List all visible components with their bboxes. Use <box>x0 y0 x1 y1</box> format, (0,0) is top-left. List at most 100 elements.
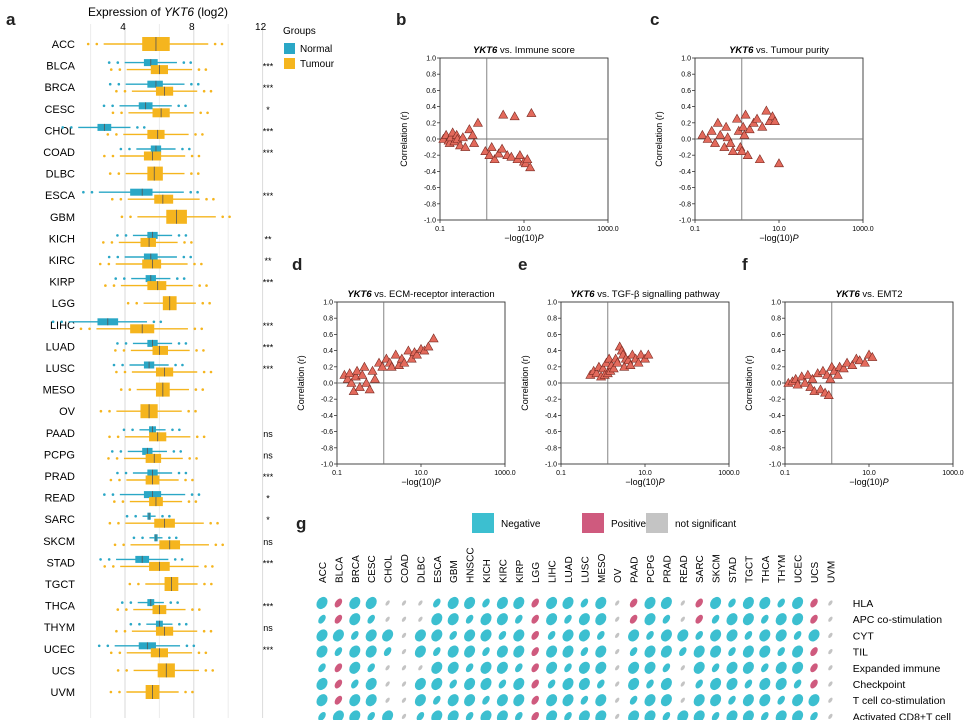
correlation-cell <box>792 710 804 720</box>
outlier <box>171 428 174 432</box>
cancer-type-label: UVM <box>51 687 75 699</box>
correlation-cell <box>496 613 508 626</box>
correlation-cell <box>431 677 443 691</box>
data-point <box>854 355 865 365</box>
x-tick-label: 8 <box>189 22 195 33</box>
outlier <box>70 126 73 129</box>
y-tick-label: -0.8 <box>679 201 691 208</box>
data-point <box>469 137 480 147</box>
correlation-cell <box>531 679 539 689</box>
legend-tumour-swatch <box>284 58 295 69</box>
outlier <box>128 388 132 391</box>
cancer-type-label: GBM <box>50 212 75 224</box>
outlier <box>107 457 110 460</box>
outlier <box>124 471 128 475</box>
x-axis-label: −log(10)P <box>401 477 440 487</box>
correlation-cell <box>615 713 620 720</box>
data-point <box>514 150 525 159</box>
outlier <box>107 558 111 561</box>
data-point <box>867 351 878 361</box>
outlier <box>185 644 189 648</box>
data-point <box>842 357 853 367</box>
data-point <box>509 111 520 121</box>
data-point <box>807 373 818 383</box>
y-tick-label: -1.0 <box>769 462 781 469</box>
y-tick-label: -0.2 <box>769 397 781 404</box>
outlier <box>95 42 99 46</box>
correlation-cell <box>531 663 539 673</box>
panel-a-legend: Groups Normal Tumour <box>283 26 335 70</box>
outlier <box>125 669 129 672</box>
chart-title: YKT6 vs. ECM-receptor interaction <box>347 289 494 300</box>
correlation-cell <box>401 681 407 687</box>
row-tgct: TGCT <box>45 577 213 591</box>
correlation-cell <box>710 596 722 610</box>
outlier <box>214 543 218 547</box>
column-label: PCPG <box>646 554 657 583</box>
correlation-cell <box>316 596 328 610</box>
data-point <box>390 349 401 359</box>
y-tick-label: -0.2 <box>424 153 436 160</box>
outlier <box>119 147 123 151</box>
x-tick-label: 10.0 <box>772 226 786 233</box>
significance-label: *** <box>263 126 274 136</box>
correlation-cell <box>695 630 703 640</box>
correlation-cell <box>695 614 703 624</box>
data-point <box>738 121 749 131</box>
column-label: ESCA <box>433 555 444 583</box>
correlation-cell <box>546 694 558 707</box>
correlation-cell <box>482 695 490 705</box>
correlation-cell <box>334 679 343 689</box>
row-read: READ * <box>44 491 270 507</box>
correlation-cell <box>726 613 738 626</box>
correlation-cell <box>775 613 787 626</box>
data-point <box>346 377 357 387</box>
x-axis-label: −log(10)P <box>759 233 798 243</box>
correlation-cell <box>349 694 361 707</box>
correlation-cell <box>316 694 328 707</box>
data-point <box>859 357 870 367</box>
data-point <box>359 361 370 371</box>
outlier <box>123 370 127 374</box>
correlation-cell <box>334 695 343 705</box>
correlation-cell <box>646 630 654 640</box>
row-thym: THYM ns <box>44 620 273 636</box>
column-label: SARC <box>695 555 706 583</box>
x-tick-label: 0.1 <box>435 226 445 233</box>
outlier <box>202 629 206 633</box>
outlier <box>79 327 83 331</box>
correlation-cell <box>513 645 525 658</box>
column-label: COAD <box>400 554 411 583</box>
correlation-cell <box>418 600 423 606</box>
column-label: THCA <box>761 555 772 583</box>
outlier <box>191 690 194 694</box>
outlier <box>116 342 119 345</box>
outlier <box>195 349 198 352</box>
data-point <box>369 373 380 383</box>
x-tick-label: 12 <box>255 22 267 33</box>
outlier <box>113 500 116 503</box>
correlation-cell <box>418 665 423 671</box>
cancer-type-label: UCEC <box>44 644 75 656</box>
data-point <box>486 141 497 151</box>
data-point <box>706 125 717 135</box>
correlation-cell <box>728 647 736 657</box>
outlier <box>199 111 202 115</box>
correlation-cell <box>546 661 558 674</box>
correlation-cell <box>365 645 377 658</box>
correlation-cell <box>629 647 638 657</box>
correlation-cell <box>332 629 344 642</box>
data-point <box>838 363 849 373</box>
outlier <box>138 622 141 626</box>
x-tick-label: 10.0 <box>862 470 876 477</box>
correlation-cell <box>531 614 539 624</box>
outlier <box>112 565 115 568</box>
data-point <box>757 121 768 131</box>
outlier <box>110 450 114 453</box>
correlation-cell <box>531 647 539 657</box>
correlation-cell <box>433 695 441 705</box>
outlier <box>111 104 114 108</box>
outlier <box>109 651 113 655</box>
column-label: LUSC <box>580 556 591 583</box>
correlation-cell <box>498 679 507 689</box>
